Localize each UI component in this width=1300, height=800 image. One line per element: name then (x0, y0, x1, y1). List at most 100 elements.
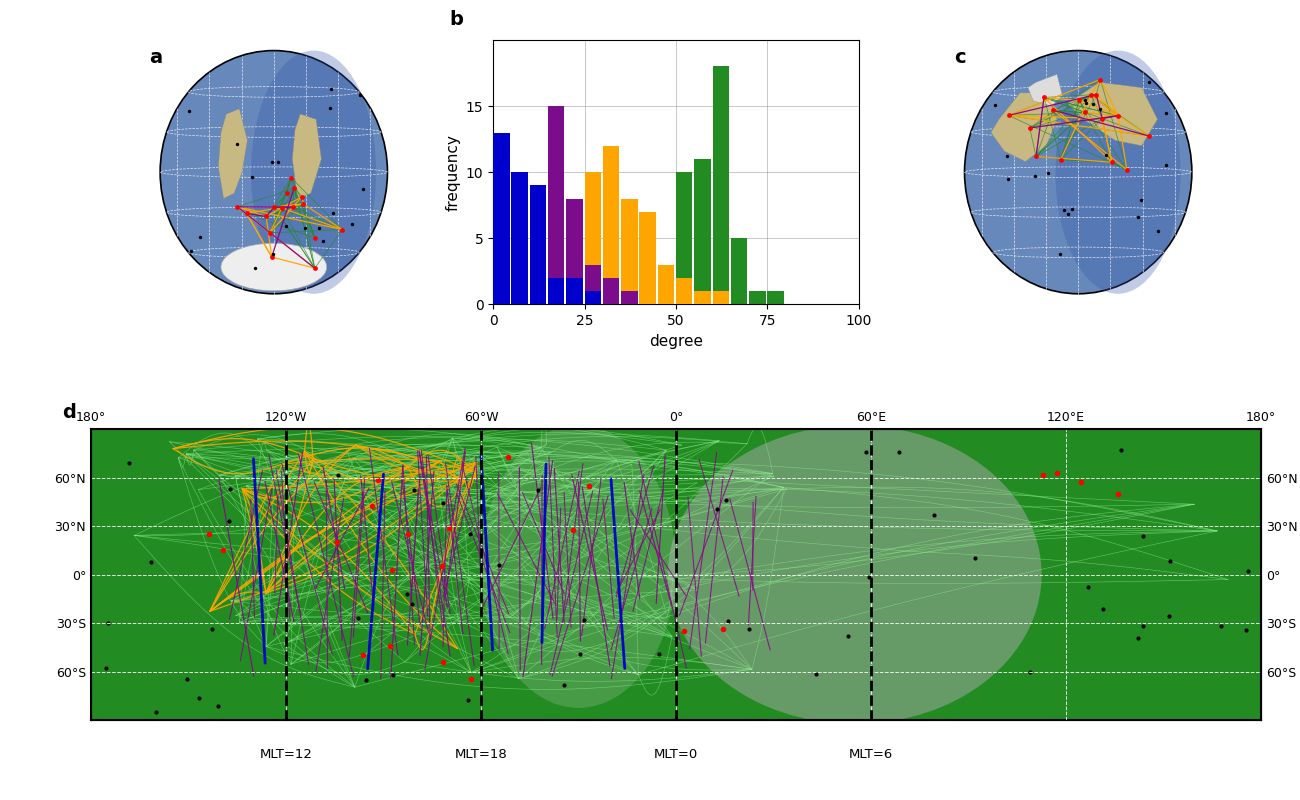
Point (998, 109, 1019, 122)
Point (997, 150, 1018, 163)
Point (1139, 75, 1160, 88)
Bar (694, 291, 711, 304)
Point (528, 484, 549, 497)
Point (208, 700, 229, 713)
Point (838, 630, 859, 642)
Point (924, 509, 945, 522)
Point (1156, 158, 1176, 171)
Point (202, 623, 222, 636)
Point (1160, 554, 1180, 567)
Point (237, 207, 257, 220)
Point (292, 198, 313, 210)
Point (326, 535, 347, 548)
Point (458, 694, 478, 706)
Point (1093, 602, 1114, 615)
Point (1101, 156, 1122, 169)
Ellipse shape (251, 50, 376, 294)
Point (1080, 89, 1101, 102)
Bar (712, 291, 729, 304)
Point (433, 497, 454, 510)
Bar (603, 146, 619, 304)
Point (649, 648, 670, 661)
Point (218, 514, 239, 527)
Point (398, 527, 419, 540)
Point (998, 173, 1019, 186)
Bar (585, 291, 601, 304)
Point (382, 564, 403, 577)
Point (1019, 122, 1040, 134)
Point (1132, 620, 1153, 633)
Point (356, 674, 377, 686)
Point (190, 230, 211, 243)
Point (489, 558, 510, 571)
Point (396, 588, 417, 601)
Point (227, 201, 248, 214)
Point (1053, 203, 1074, 216)
Point (199, 527, 220, 540)
Point (291, 190, 312, 203)
Bar (493, 265, 510, 304)
Point (380, 639, 400, 652)
Point (432, 559, 452, 572)
Point (1089, 73, 1110, 86)
Bar (549, 278, 564, 304)
Point (1024, 170, 1045, 182)
Bar (694, 159, 711, 304)
Point (1134, 530, 1154, 543)
Point (240, 170, 261, 183)
Point (498, 450, 519, 463)
Point (460, 673, 481, 686)
Point (244, 262, 265, 274)
Point (433, 656, 454, 669)
Point (312, 235, 333, 248)
Point (1050, 153, 1071, 166)
Point (1108, 488, 1128, 501)
Point (1078, 581, 1098, 594)
Point (1026, 150, 1046, 163)
Bar (621, 198, 637, 304)
Point (1156, 107, 1176, 120)
Point (554, 679, 575, 692)
Point (1092, 112, 1113, 125)
Bar (567, 278, 582, 304)
Point (1108, 110, 1128, 122)
Point (350, 88, 370, 101)
Bar (567, 238, 582, 304)
Point (1089, 102, 1110, 115)
Point (177, 673, 198, 686)
Polygon shape (1028, 74, 1062, 106)
Point (1020, 666, 1041, 678)
Point (1131, 194, 1152, 206)
Point (1117, 163, 1138, 176)
Point (263, 248, 283, 261)
Point (352, 648, 373, 661)
Point (272, 202, 292, 214)
Bar (493, 133, 510, 304)
Bar (676, 278, 693, 304)
Bar (549, 106, 564, 304)
Bar (567, 198, 582, 304)
Point (328, 468, 348, 481)
Point (1096, 149, 1117, 162)
Point (213, 543, 234, 556)
Bar (511, 172, 528, 304)
Point (308, 222, 329, 234)
Point (277, 186, 298, 199)
Point (261, 155, 282, 168)
Bar (511, 251, 528, 304)
Polygon shape (1067, 82, 1157, 146)
Bar (731, 238, 747, 304)
Point (563, 524, 584, 537)
Point (1069, 94, 1089, 107)
Point (1236, 623, 1257, 636)
Point (283, 182, 304, 194)
Point (888, 446, 909, 458)
Text: MLT=0: MLT=0 (654, 748, 698, 761)
Point (1083, 98, 1104, 110)
Polygon shape (218, 109, 247, 198)
Point (712, 622, 733, 635)
Ellipse shape (668, 425, 1041, 724)
Point (347, 611, 368, 624)
Ellipse shape (1056, 50, 1180, 294)
Point (361, 500, 382, 513)
